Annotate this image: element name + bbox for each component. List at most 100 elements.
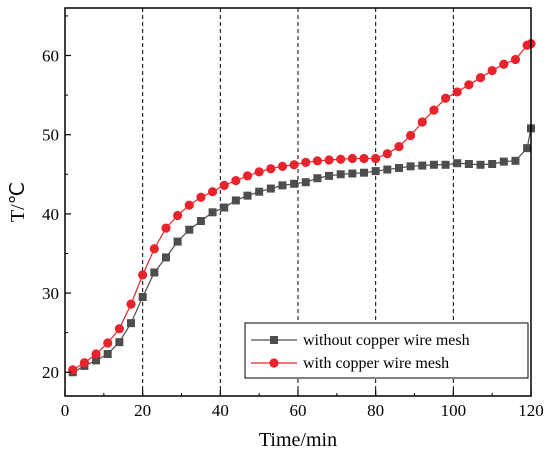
data-point-circle (475, 73, 486, 83)
data-point-circle (301, 157, 311, 168)
data-point-square (266, 184, 275, 193)
y-tick-label: 50 (42, 126, 59, 145)
data-point-square (418, 161, 427, 170)
data-point-square (231, 196, 240, 205)
data-point-square (208, 208, 217, 217)
y-tick-label: 20 (42, 363, 59, 382)
data-point-square (196, 217, 205, 226)
data-point-square (453, 159, 462, 168)
data-point-square (488, 159, 497, 168)
y-axis-title: T/℃ (7, 182, 29, 222)
data-point-square (220, 203, 229, 212)
data-point-square (360, 168, 369, 177)
legend-marker-square (270, 336, 278, 344)
data-point-square (511, 156, 520, 165)
legend-label: with copper wire mesh (303, 355, 449, 372)
data-point-circle (312, 156, 323, 166)
data-point-circle (219, 180, 229, 190)
data-point-square (464, 159, 473, 168)
data-point-circle (499, 59, 509, 69)
data-point-square (429, 160, 438, 169)
data-point-square (150, 268, 159, 277)
data-point-square (336, 170, 345, 179)
data-point-square (301, 178, 310, 187)
data-point-circle (184, 200, 194, 210)
data-point-square (313, 174, 322, 183)
data-point-circle (68, 365, 78, 375)
data-point-square (406, 162, 415, 171)
data-point-square (476, 160, 485, 169)
data-point-square (103, 350, 112, 359)
data-point-circle (266, 164, 276, 174)
data-point-square (161, 253, 170, 262)
data-point-circle (324, 155, 334, 165)
data-point-square (127, 319, 136, 328)
data-point-circle (487, 65, 497, 76)
data-point-circle (440, 93, 451, 103)
data-point-circle (242, 171, 253, 181)
data-point-circle (452, 87, 462, 97)
x-tick-label: 20 (134, 401, 151, 420)
data-point-square (394, 163, 403, 172)
data-point-square (255, 187, 264, 196)
data-point-circle (149, 244, 159, 254)
data-point-circle (394, 141, 404, 152)
y-tick-label: 60 (42, 47, 59, 66)
y-tick-label: 30 (42, 284, 59, 303)
data-point-circle (406, 130, 416, 141)
series-line-1 (72, 43, 532, 371)
data-point-circle (289, 160, 299, 170)
data-point-circle (91, 349, 101, 359)
series-layer (68, 39, 536, 377)
data-point-circle (382, 149, 392, 159)
data-point-square (173, 237, 182, 246)
legend-label: without copper wire mesh (303, 332, 470, 349)
data-point-square (243, 191, 252, 200)
data-point-circle (173, 210, 183, 221)
legend-box (244, 322, 529, 379)
data-point-square (383, 165, 392, 174)
x-tick-label: 40 (212, 401, 229, 420)
data-point-circle (231, 176, 241, 186)
data-point-square (523, 144, 532, 153)
data-point-square (278, 181, 287, 190)
legend: without copper wire mesh with copper wire… (244, 322, 529, 379)
data-point-circle (161, 223, 171, 233)
data-point-circle (336, 154, 346, 164)
data-point-square (348, 169, 357, 178)
data-point-square (290, 179, 299, 188)
data-point-circle (103, 338, 113, 348)
data-point-square (325, 171, 334, 180)
data-point-circle (510, 54, 521, 65)
x-axis-title: Time/min (259, 429, 337, 451)
y-tick-label: 40 (42, 205, 59, 224)
data-point-circle (207, 187, 218, 197)
x-tick-label: 60 (290, 401, 307, 420)
x-tick-label: 120 (518, 401, 544, 420)
data-point-square (92, 356, 101, 365)
x-tick-label: 80 (367, 401, 384, 420)
data-point-circle (359, 153, 369, 164)
data-point-square (185, 225, 194, 234)
data-point-circle (138, 270, 148, 280)
data-point-circle (464, 80, 474, 90)
data-point-circle (371, 153, 381, 164)
data-point-square (138, 293, 147, 302)
data-point-circle (417, 117, 427, 127)
legend-marker-circle (269, 358, 279, 368)
data-point-circle (347, 153, 357, 164)
x-tick-label: 0 (61, 401, 70, 420)
data-point-circle (277, 161, 288, 171)
data-point-square (441, 160, 450, 169)
x-tick-label: 100 (441, 401, 467, 420)
data-point-circle (196, 192, 206, 202)
data-point-circle (429, 105, 439, 115)
data-point-square (115, 338, 124, 347)
data-point-circle (254, 167, 264, 177)
data-point-square (499, 157, 508, 166)
data-point-circle (79, 358, 90, 368)
data-point-circle (114, 324, 124, 334)
data-point-square (371, 167, 380, 176)
